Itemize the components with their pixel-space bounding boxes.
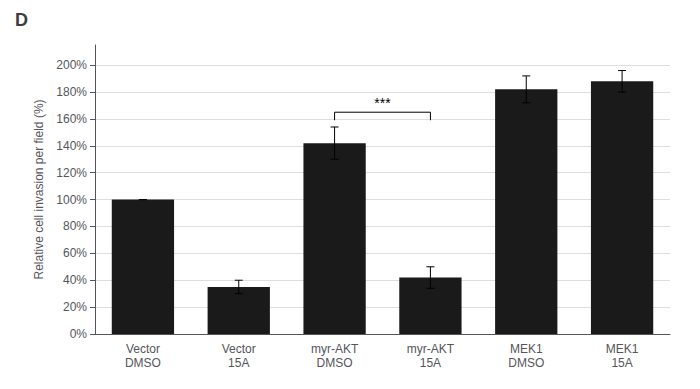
svg-text:180%: 180% (56, 85, 87, 99)
svg-text:MEK1: MEK1 (510, 342, 543, 356)
svg-text:DMSO: DMSO (125, 356, 161, 370)
svg-text:MEK1: MEK1 (606, 342, 639, 356)
svg-text:100%: 100% (56, 193, 87, 207)
svg-text:40%: 40% (63, 273, 87, 287)
svg-text:myr-AKT: myr-AKT (407, 342, 455, 356)
svg-text:80%: 80% (63, 219, 87, 233)
svg-text:Vector: Vector (126, 342, 160, 356)
svg-text:120%: 120% (56, 166, 87, 180)
svg-text:200%: 200% (56, 58, 87, 72)
svg-text:160%: 160% (56, 112, 87, 126)
svg-text:DMSO: DMSO (508, 356, 544, 370)
svg-text:myr-AKT: myr-AKT (311, 342, 359, 356)
svg-text:Vector: Vector (222, 342, 256, 356)
svg-text:15A: 15A (420, 356, 441, 370)
svg-text:15A: 15A (228, 356, 249, 370)
svg-text:20%: 20% (63, 300, 87, 314)
svg-text:0%: 0% (70, 327, 88, 341)
svg-text:15A: 15A (611, 356, 632, 370)
svg-text:60%: 60% (63, 246, 87, 260)
svg-text:140%: 140% (56, 139, 87, 153)
svg-text:D: D (15, 10, 28, 30)
svg-text:Relative cell invasion per fie: Relative cell invasion per field (%) (32, 99, 46, 279)
svg-text:***: *** (374, 95, 391, 111)
svg-text:DMSO: DMSO (317, 356, 353, 370)
